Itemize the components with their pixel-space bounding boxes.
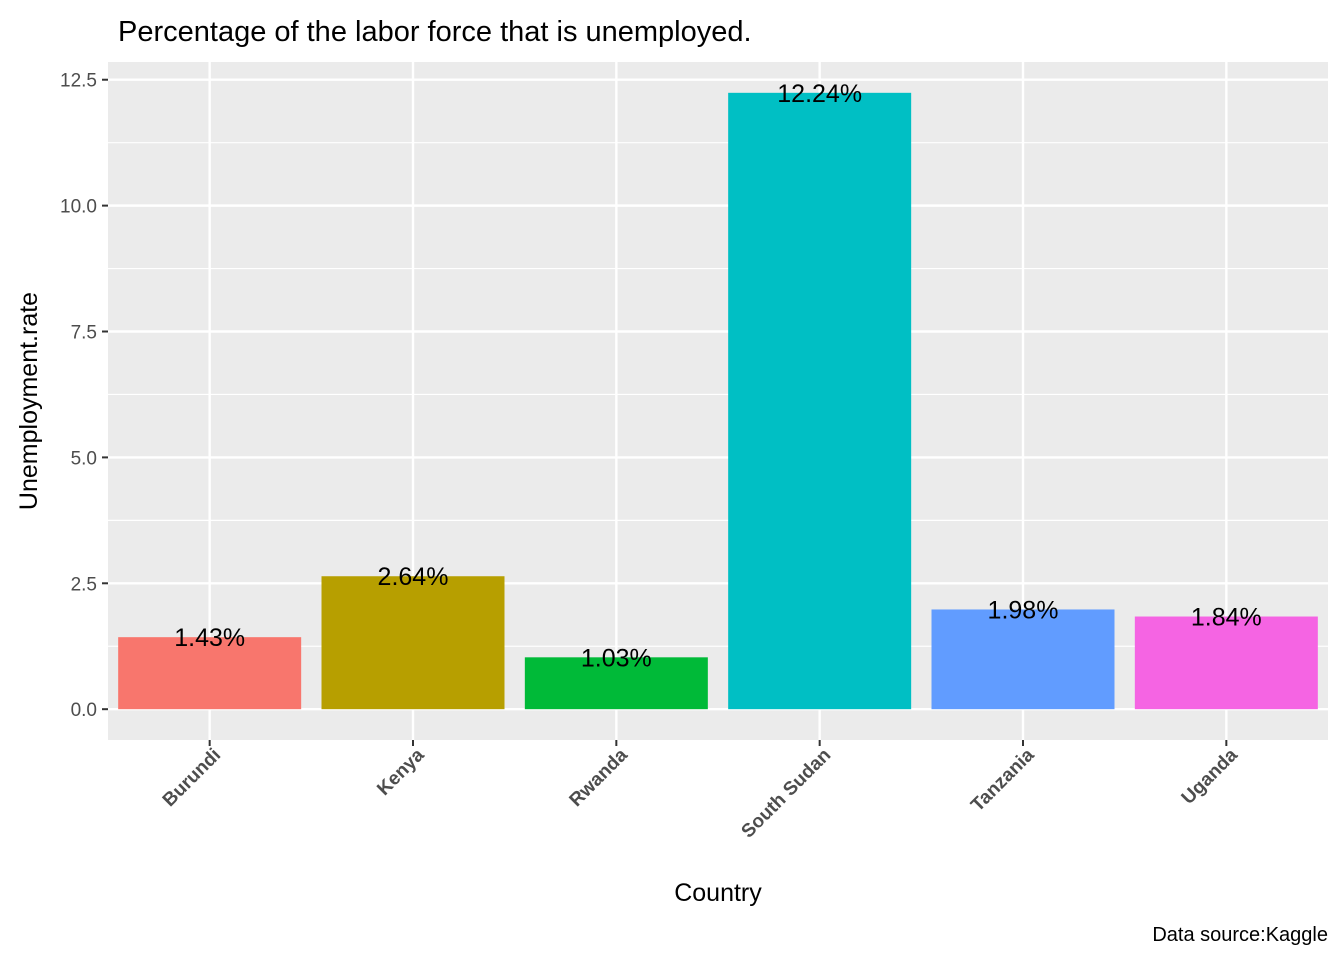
data-label: 2.64% xyxy=(378,563,449,591)
y-tick-label: 12.5 xyxy=(60,71,97,92)
y-tick-label: 7.5 xyxy=(71,323,97,344)
y-tick-label: 5.0 xyxy=(71,448,97,469)
bars xyxy=(118,92,1318,710)
x-tick-label: South Sudan xyxy=(738,745,836,843)
x-tick-label: Burundi xyxy=(159,745,225,811)
x-axis-title: Country xyxy=(674,879,762,907)
data-labels: 1.43% 2.64% 1.03% 12.24% 1.98% 1.84% xyxy=(174,80,1262,672)
y-axis-title: Unemployment.rate xyxy=(15,292,43,510)
bar-kenya xyxy=(321,576,505,710)
bar-burundi xyxy=(118,637,302,710)
bar-south-sudan xyxy=(728,92,912,710)
y-tick-label: 0.0 xyxy=(71,700,97,721)
plot-panel xyxy=(108,62,1328,740)
data-label: 1.84% xyxy=(1191,604,1262,632)
x-tick-label: Uganda xyxy=(1178,744,1242,808)
x-tick-label: Rwanda xyxy=(566,744,633,811)
data-label: 1.98% xyxy=(988,596,1059,624)
caption: Data source:Kaggle xyxy=(1152,924,1328,946)
data-label: 12.24% xyxy=(777,80,862,108)
data-label: 1.43% xyxy=(174,624,245,652)
y-axis: 0.0 2.5 5.0 7.5 10.0 12.5 xyxy=(60,71,108,721)
y-tick-label: 2.5 xyxy=(71,574,97,595)
y-tick-label: 10.0 xyxy=(60,197,97,218)
x-tick-label: Tanzania xyxy=(967,744,1039,816)
data-label: 1.03% xyxy=(581,644,652,672)
x-tick-label: Kenya xyxy=(373,744,428,799)
chart-title: Percentage of the labor force that is un… xyxy=(118,16,752,48)
bar-rwanda xyxy=(524,657,708,710)
minor-gridlines xyxy=(108,142,1328,647)
bar-uganda xyxy=(1134,616,1318,710)
x-axis: Burundi Kenya Rwanda South Sudan Tanzania Uga… xyxy=(159,740,1242,842)
bar-tanzania xyxy=(931,609,1115,710)
